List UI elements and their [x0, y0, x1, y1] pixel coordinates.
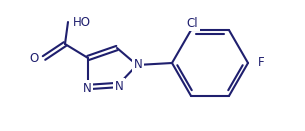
Text: N: N — [134, 59, 142, 72]
Text: F: F — [258, 56, 265, 70]
Text: O: O — [30, 51, 39, 64]
Text: N: N — [83, 81, 92, 94]
Text: HO: HO — [73, 15, 91, 29]
Text: N: N — [115, 80, 124, 92]
Text: Cl: Cl — [186, 17, 198, 30]
